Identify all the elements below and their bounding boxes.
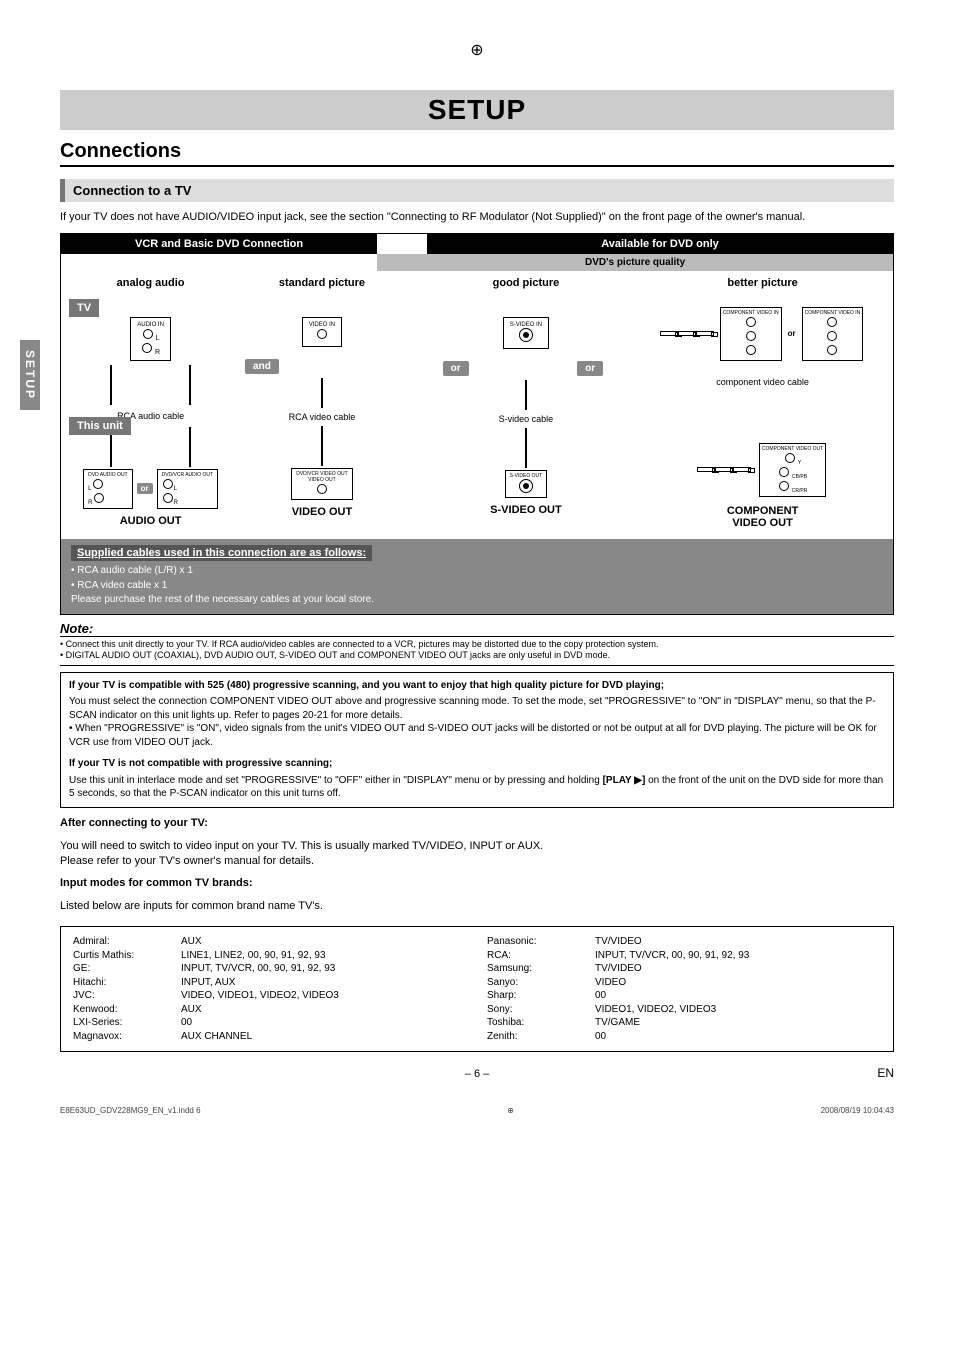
progressive-scan-box: If your TV is compatible with 525 (480) … xyxy=(60,672,894,808)
svideo-out-box: S-VIDEO OUT xyxy=(505,470,548,498)
component-out-label: COMPONENT VIDEO OUT xyxy=(644,505,881,529)
note-item: • Connect this unit directly to your TV.… xyxy=(60,639,894,651)
registration-mark: ⊕ xyxy=(60,40,894,60)
brands-right-names: Panasonic: RCA: Samsung: Sanyo: Sharp: S… xyxy=(487,935,567,1043)
supplied-item: • RCA video cable x 1 xyxy=(71,579,883,593)
intro-paragraph: If your TV does not have AUDIO/VIDEO inp… xyxy=(60,210,894,225)
supplied-item: • RCA audio cable (L/R) x 1 xyxy=(71,564,883,578)
tv-video-in-box: VIDEO IN xyxy=(302,317,342,347)
compat-heading: If your TV is compatible with 525 (480) … xyxy=(69,679,885,693)
supplied-item: Please purchase the rest of the necessar… xyxy=(71,593,883,607)
note-list: • Connect this unit directly to your TV.… xyxy=(60,639,894,666)
footer: E8E63UD_GDV228MG9_EN_v1.indd 6 ⊕ 2008/08… xyxy=(60,1106,894,1115)
note-heading: Note: xyxy=(60,621,894,637)
setup-banner: SETUP xyxy=(60,90,894,130)
tv-svideo-in-box: S-VIDEO IN xyxy=(503,317,549,349)
note-item: • DIGITAL AUDIO OUT (COAXIAL), DVD AUDIO… xyxy=(60,650,894,662)
tv-component-in-box2: COMPONENT VIDEO IN xyxy=(802,307,864,361)
after-connecting-heading: After connecting to your TV: xyxy=(60,816,894,831)
brands-right-vals: TV/VIDEO INPUT, TV/VCR, 00, 90, 91, 92, … xyxy=(595,935,881,1043)
supplied-cables-box: Supplied cables used in this connection … xyxy=(61,539,893,614)
svideo-out-label: S-VIDEO OUT xyxy=(416,504,636,516)
component-out-box: COMPONENT VIDEO OUT Y CB/PB CR/PR xyxy=(759,443,826,497)
video-out-label: VIDEO OUT xyxy=(236,506,408,518)
audio-out-label: AUDIO OUT xyxy=(73,515,228,527)
compat-para2: • When "PROGRESSIVE" is "ON", video sign… xyxy=(69,722,885,749)
tv-component-in-box: COMPONENT VIDEO IN xyxy=(720,307,782,361)
side-tab-setup: SETUP xyxy=(20,340,40,410)
dvdvcr-video-out-box: DVD/VCR VIDEO OUT VIDEO OUT xyxy=(291,468,352,500)
tv-audio-in-box: AUDIO IN L R xyxy=(130,317,171,361)
this-unit-label: This unit xyxy=(69,417,131,435)
or-badge-3: or xyxy=(577,361,603,376)
brands-left-vals: AUX LINE1, LINE2, 00, 90, 91, 92, 93 INP… xyxy=(181,935,467,1043)
component-plugs-top xyxy=(660,330,714,338)
or-badge: or xyxy=(137,483,153,494)
rca-video-cable-label: RCA video cable xyxy=(236,412,408,422)
footer-right: 2008/08/19 10:04:43 xyxy=(821,1106,894,1115)
quality-bar: DVD's picture quality xyxy=(377,254,893,271)
input-modes-intro: Listed below are inputs for common brand… xyxy=(60,899,894,914)
dvdvcr-audio-out-box: DVD/VCR AUDIO OUT L R xyxy=(157,469,218,509)
good-picture-label: good picture xyxy=(416,277,636,289)
standard-picture-label: standard picture xyxy=(236,277,408,289)
svideo-cable-label: S-video cable xyxy=(416,414,636,424)
connection-diagram: VCR and Basic DVD Connection Available f… xyxy=(60,233,894,615)
or-text: or xyxy=(788,329,796,338)
component-cable-label: component video cable xyxy=(644,377,881,387)
not-compat-heading: If your TV is not compatible with progre… xyxy=(69,757,885,771)
analog-audio-label: analog audio xyxy=(73,277,228,289)
connections-heading: Connections xyxy=(60,140,894,167)
compat-para1: You must select the connection COMPONENT… xyxy=(69,695,885,722)
supplied-title: Supplied cables used in this connection … xyxy=(71,545,372,561)
connection-tv-heading: Connection to a TV xyxy=(60,179,894,202)
brands-left-names: Admiral: Curtis Mathis: GE: Hitachi: JVC… xyxy=(73,935,153,1043)
vcr-basic-bar: VCR and Basic DVD Connection xyxy=(61,234,377,254)
dvd-only-bar: Available for DVD only xyxy=(427,234,893,254)
and-badge: and xyxy=(245,359,279,374)
not-compat-para: Use this unit in interlace mode and set … xyxy=(69,774,885,801)
tv-label: TV xyxy=(69,299,99,317)
footer-center: ⊕ xyxy=(507,1106,514,1115)
dvd-audio-out-box: DVD AUDIO OUT L R xyxy=(83,469,132,509)
after-connecting-p1: You will need to switch to video input o… xyxy=(60,839,894,854)
better-picture-label: better picture xyxy=(644,277,881,289)
footer-left: E8E63UD_GDV228MG9_EN_v1.indd 6 xyxy=(60,1106,201,1115)
after-connecting-p2: Please refer to your TV's owner's manual… xyxy=(60,854,894,869)
component-plugs-bottom xyxy=(697,466,751,474)
brands-table: Admiral: Curtis Mathis: GE: Hitachi: JVC… xyxy=(60,926,894,1052)
or-badge-2: or xyxy=(443,361,469,376)
input-modes-heading: Input modes for common TV brands: xyxy=(60,876,894,891)
